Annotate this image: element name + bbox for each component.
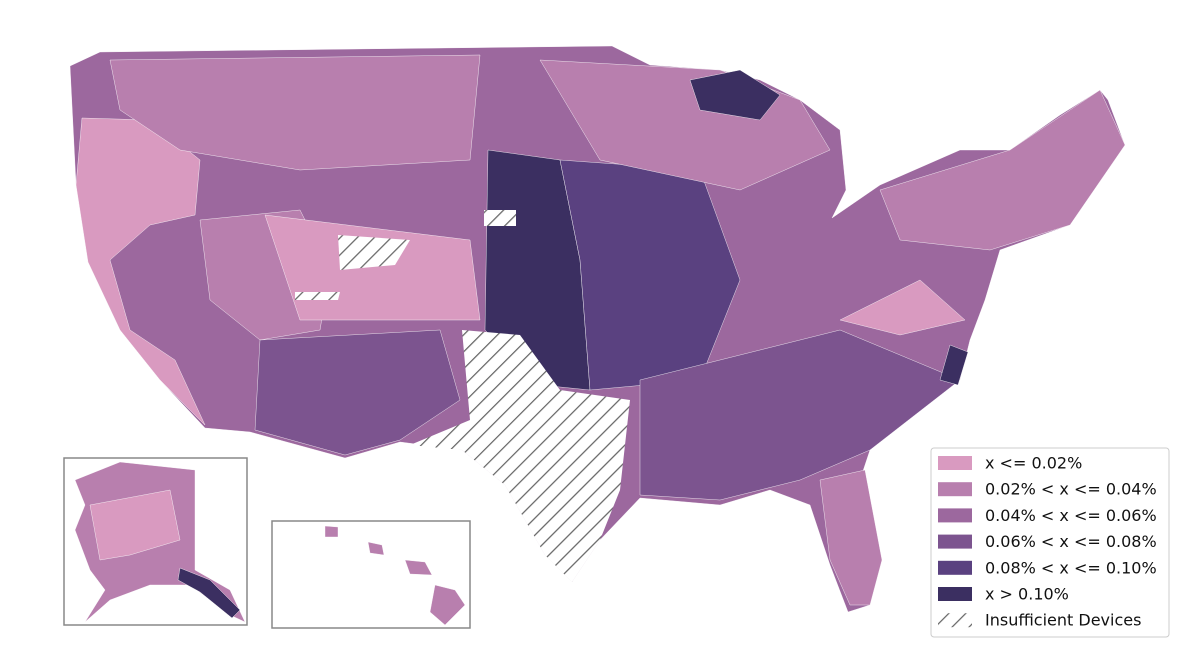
- northeast: [879, 89, 1126, 251]
- legend-label: 0.06% < x <= 0.08%: [985, 532, 1157, 551]
- alaska-inset: [63, 457, 248, 626]
- insufficient-wyoming: [295, 292, 340, 300]
- insufficient-utah: [338, 235, 410, 270]
- west-coast: [75, 117, 206, 426]
- lake-superior-area: [689, 69, 781, 121]
- legend-swatch: [938, 613, 972, 628]
- alaska-southeast: [177, 567, 241, 619]
- legend-swatch: [938, 534, 972, 549]
- legend: x <= 0.02% 0.02% < x <= 0.04% 0.04% < x <=…: [930, 447, 1170, 638]
- insufficient-texas: [410, 330, 630, 582]
- inset-frame: [63, 457, 248, 626]
- legend-frame: [930, 447, 1170, 638]
- alaska-interior: [89, 489, 181, 561]
- maui: [404, 559, 433, 576]
- hawaii-big-island: [429, 584, 466, 626]
- virginia: [839, 279, 966, 336]
- legend-label: x > 0.10%: [985, 585, 1069, 604]
- florida: [819, 469, 883, 606]
- contiguous-us: [69, 45, 1126, 613]
- southwest: [254, 329, 461, 456]
- legend-label: 0.08% < x <= 0.10%: [985, 558, 1157, 577]
- legend-swatch: [938, 560, 972, 575]
- north-carolina-coast: [939, 344, 969, 386]
- legend-swatch: [938, 456, 972, 470]
- kauai: [324, 525, 339, 538]
- insufficient-nebraska: [484, 210, 516, 226]
- hawaii-inset: [271, 520, 471, 629]
- inset-frame: [271, 520, 471, 629]
- northern-plains: [109, 54, 481, 171]
- legend-swatch: [938, 587, 972, 601]
- southeast: [639, 329, 961, 501]
- legend-label: 0.04% < x <= 0.06%: [985, 506, 1157, 525]
- legend-label: x <= 0.02%: [985, 454, 1082, 473]
- legend-label: 0.02% < x <= 0.04%: [985, 480, 1157, 499]
- legend-swatch: [938, 508, 972, 523]
- legend-swatch: [938, 482, 972, 497]
- oahu: [367, 541, 385, 556]
- legend-label: Insufficient Devices: [985, 611, 1141, 630]
